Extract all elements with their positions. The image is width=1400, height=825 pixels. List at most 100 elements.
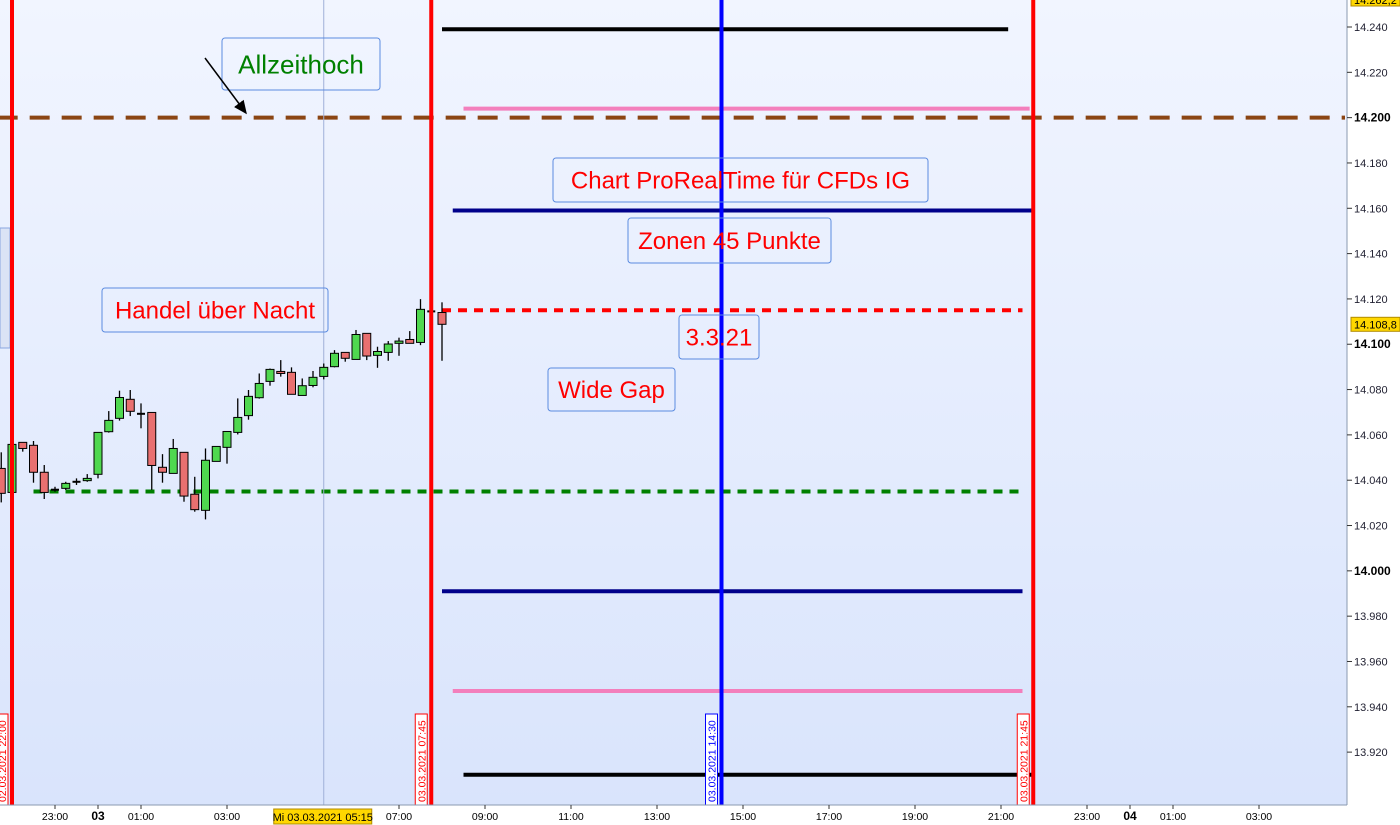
annotation-text: 3.3.21: [686, 325, 753, 352]
annotation-box: [101, 287, 329, 333]
top-price-label: 14.262,2: [1354, 0, 1397, 7]
y-tick-label: 13.920: [1354, 747, 1388, 759]
crosshair-time-label: Mi 03.03.2021 05:15: [273, 812, 373, 824]
vertical-line-label: 03.03.2021 07:45: [416, 720, 428, 802]
x-tick-label: 09:00: [472, 811, 498, 823]
candle-body: [158, 466, 167, 473]
x-tick-label: 01:00: [1160, 811, 1186, 823]
candle-body: [233, 416, 243, 433]
candle: [254, 373, 264, 399]
annotation-box: [221, 37, 381, 91]
annotation-text: Handel über Nacht: [115, 298, 315, 325]
candle-body: [147, 411, 157, 466]
candle-body: [330, 352, 339, 368]
candle: [244, 390, 253, 420]
x-tick-label: 01:00: [128, 811, 154, 823]
annotation-box: [627, 217, 832, 264]
x-tick-label: 11:00: [558, 811, 584, 823]
plot-area[interactable]: [0, 0, 1347, 805]
candle-body: [373, 350, 382, 356]
candle: [383, 341, 393, 361]
candle-body: [416, 308, 425, 343]
top-price-tag: [1350, 0, 1400, 7]
candle-body: [319, 366, 329, 377]
candle-body: [383, 343, 393, 353]
candle: [147, 411, 157, 490]
candle-body: [276, 370, 286, 374]
y-tick-label: 14.240: [1354, 22, 1388, 34]
y-tick-label: 14.120: [1354, 294, 1388, 306]
candle: [211, 445, 221, 462]
candle: [287, 367, 296, 395]
candle: [233, 398, 243, 435]
annotation-text: Chart ProRealTime für CFDs IG: [571, 168, 910, 195]
last-price-tag: [1350, 316, 1400, 332]
candle-body: [61, 482, 71, 489]
candle-body: [93, 431, 103, 475]
candle-body: [244, 395, 253, 417]
candle-body: [201, 459, 210, 511]
candle: [104, 411, 114, 433]
candle-body: [297, 385, 307, 396]
y-tick-label: 14.060: [1354, 430, 1388, 442]
candle: [405, 331, 415, 344]
candle: [82, 474, 92, 482]
price-axis[interactable]: [1347, 0, 1400, 805]
candle: [297, 378, 307, 396]
x-tick-label: 15:00: [730, 811, 756, 823]
candle-body: [362, 332, 372, 357]
candle: [201, 448, 210, 520]
time-axis[interactable]: [0, 805, 1400, 825]
candle: [0, 452, 6, 503]
x-tick-label: 03:00: [214, 811, 240, 823]
candle: [168, 438, 178, 474]
candle: [308, 370, 318, 388]
y-tick-label: 14.200: [1354, 111, 1391, 125]
candle-body: [287, 371, 296, 395]
candle: [351, 329, 361, 360]
candle: [265, 368, 275, 386]
candle-body: [104, 419, 114, 433]
candle: [125, 390, 135, 417]
candle: [93, 431, 103, 479]
y-tick-label: 14.180: [1354, 158, 1388, 170]
candle-body: [179, 451, 189, 497]
candle-body: [211, 445, 221, 462]
candle-body: [254, 382, 264, 399]
y-tick-label: 14.220: [1354, 67, 1388, 79]
candle-body: [265, 368, 275, 382]
y-tick-label: 14.100: [1354, 337, 1391, 351]
candle: [190, 476, 200, 512]
vertical-line-label: 03.03.2021 21:45: [1018, 720, 1030, 802]
x-tick-label: 21:00: [988, 811, 1014, 823]
arrow-icon: [204, 57, 247, 115]
candle-body: [82, 477, 92, 482]
vertical-line-label: 03.03.2021 14:30: [707, 720, 719, 802]
candle-body: [39, 471, 49, 493]
candle: [416, 299, 425, 346]
candle: [39, 465, 49, 500]
x-tick-label: 07:00: [386, 811, 412, 823]
y-tick-label: 13.960: [1354, 656, 1388, 668]
crosshair-time-tag: [273, 808, 373, 825]
candle: [137, 403, 145, 429]
candle-body: [437, 312, 447, 325]
candle-body: [394, 340, 404, 344]
candle: [276, 360, 286, 377]
candle-body: [125, 398, 135, 412]
candle-body: [168, 447, 178, 474]
y-tick-label: 14.020: [1354, 521, 1388, 533]
annotation-box: [547, 367, 676, 412]
y-tick-label: 14.000: [1354, 564, 1391, 578]
candle-body: [222, 430, 232, 448]
candle: [330, 350, 339, 368]
y-tick-label: 14.160: [1354, 203, 1388, 215]
candle-body: [405, 338, 415, 344]
candle-body: [351, 333, 361, 360]
candle: [51, 486, 59, 492]
candle: [394, 337, 404, 356]
candle: [179, 451, 189, 502]
x-tick-label: 19:00: [902, 811, 928, 823]
x-tick-label: 04: [1123, 809, 1137, 823]
